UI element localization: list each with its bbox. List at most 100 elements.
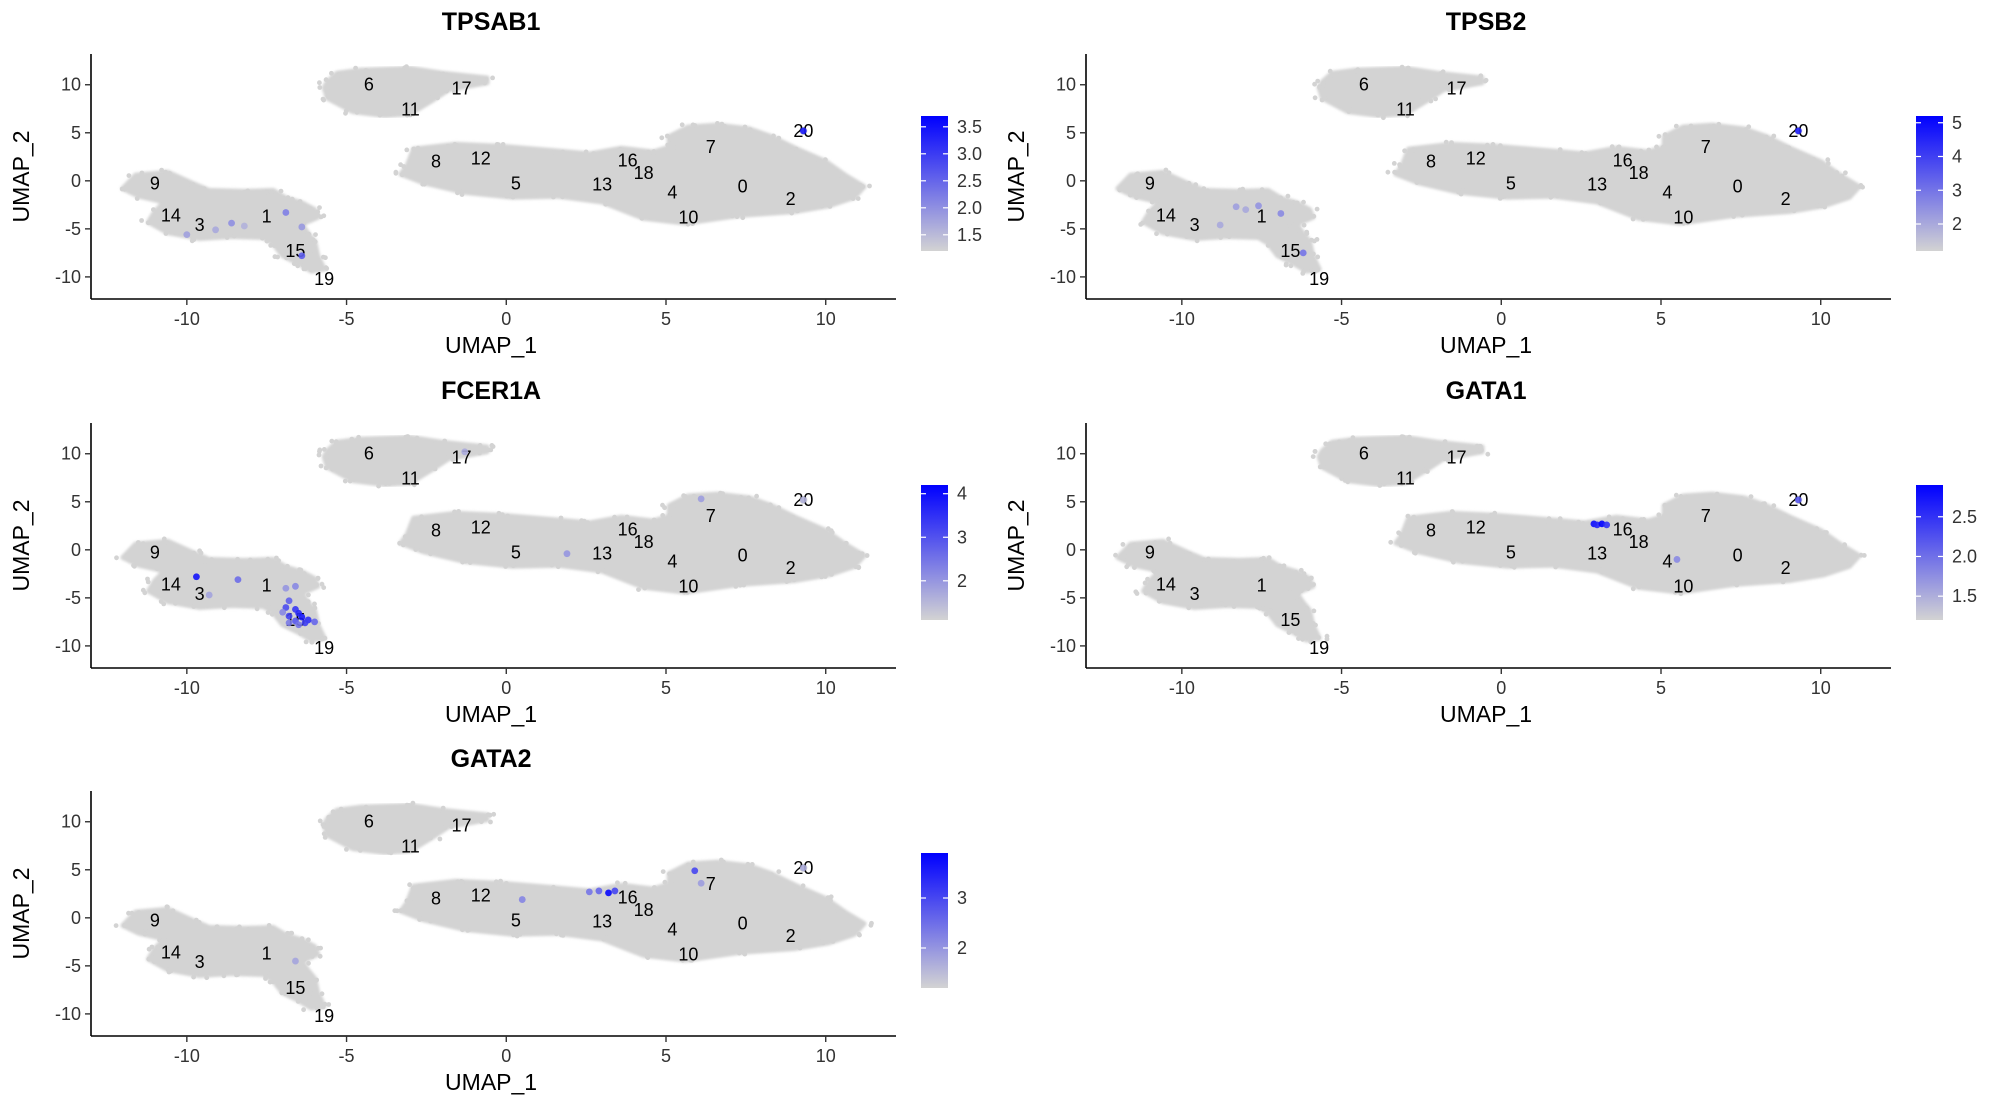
cell-point	[1816, 570, 1822, 576]
y-tick-label: 0	[1066, 540, 1076, 560]
cluster-label: 6	[364, 812, 374, 832]
cell-point	[1148, 580, 1154, 585]
legend-tick-label: 1.5	[957, 225, 982, 245]
cell-point	[479, 819, 484, 825]
cell-point	[1783, 207, 1788, 213]
cell-point	[1498, 563, 1503, 568]
cluster-label: 12	[471, 886, 491, 906]
cell-point	[449, 824, 454, 829]
cell-point	[1117, 187, 1123, 193]
cell-point	[1237, 187, 1243, 193]
cell-point	[1630, 586, 1636, 592]
y-axis-title: UMAP_2	[8, 130, 34, 222]
cell-point	[201, 186, 207, 192]
cell-point	[190, 182, 196, 188]
cell-point	[645, 955, 651, 960]
cell-point	[789, 518, 794, 523]
cell-point	[1673, 492, 1679, 498]
expressing-cell	[1216, 221, 1224, 229]
cell-point	[605, 201, 611, 206]
cell-point	[662, 879, 668, 885]
cell-point	[453, 142, 459, 148]
legend-tick-label: 3.0	[957, 144, 982, 164]
cell-point	[624, 516, 630, 522]
cell-point	[660, 502, 665, 508]
cell-point	[316, 265, 322, 271]
y-tick-label: 0	[71, 908, 81, 928]
cell-point	[1301, 222, 1307, 228]
cell-point	[1660, 144, 1666, 150]
panel-title: TPSB2	[1446, 8, 1527, 36]
cell-point	[1184, 551, 1190, 557]
cluster-label: 19	[314, 638, 334, 658]
cell-point	[1312, 449, 1318, 454]
cell-point	[505, 513, 511, 519]
cluster-label: 2	[786, 189, 796, 209]
cell-point	[825, 201, 830, 207]
cluster-label: 10	[678, 207, 698, 227]
cell-point	[1321, 464, 1327, 470]
cell-point	[224, 235, 230, 240]
cell-point	[1843, 193, 1848, 199]
y-tick-label: 0	[71, 171, 81, 191]
cell-point	[1258, 557, 1264, 562]
cluster-label: 6	[364, 444, 374, 464]
cell-point	[309, 578, 315, 584]
panel-title: TPSAB1	[442, 8, 541, 36]
cell-point	[349, 436, 355, 442]
cell-point	[274, 555, 279, 561]
cell-point	[511, 932, 516, 938]
cell-point	[1232, 559, 1237, 565]
cell-point	[1323, 441, 1329, 447]
cluster-label: 4	[667, 182, 677, 202]
cell-point	[737, 582, 743, 588]
x-tick-label: -5	[339, 678, 355, 698]
cell-point	[311, 991, 316, 997]
cell-point	[1583, 151, 1589, 156]
cell-point	[1132, 565, 1137, 570]
cluster-label: 16	[618, 520, 638, 540]
cell-point	[151, 959, 157, 964]
cell-point	[394, 908, 400, 914]
cell-point	[1377, 483, 1383, 488]
cell-point	[1656, 133, 1662, 139]
cell-point	[1791, 208, 1797, 214]
panel-title: FCER1A	[441, 377, 541, 405]
cell-point	[1822, 570, 1827, 576]
cluster-label: 13	[592, 912, 612, 932]
cell-point	[1317, 85, 1322, 90]
cell-point	[1127, 543, 1133, 549]
cluster-label: 4	[667, 919, 677, 939]
cell-point	[187, 918, 193, 924]
cell-point	[165, 197, 171, 203]
cluster-label: 19	[314, 269, 334, 289]
cell-point	[1485, 451, 1491, 457]
cell-point	[498, 878, 503, 884]
cell-point	[1672, 589, 1678, 595]
cell-point	[1435, 87, 1441, 92]
cell-point	[622, 880, 628, 886]
cell-point	[308, 267, 314, 273]
cell-point	[1392, 169, 1397, 175]
cluster-label: 17	[452, 79, 472, 99]
x-tick-label: 10	[816, 678, 836, 698]
cell-point	[298, 970, 304, 975]
cell-point	[311, 951, 316, 957]
cell-point	[1315, 254, 1321, 260]
cell-point	[416, 517, 421, 523]
y-tick-label: 0	[1066, 171, 1076, 191]
cell-point	[1296, 636, 1301, 641]
cell-point	[1489, 512, 1494, 518]
cell-point	[667, 871, 672, 877]
cell-point	[1458, 191, 1464, 197]
cell-point	[477, 450, 482, 456]
cell-point	[1206, 556, 1211, 562]
cell-point	[407, 480, 413, 486]
cell-point	[746, 495, 752, 501]
cell-point	[420, 916, 426, 922]
cell-point	[795, 208, 800, 214]
cell-point	[666, 515, 672, 521]
cell-point	[1405, 113, 1410, 119]
cell-point	[114, 555, 119, 561]
cell-point	[245, 927, 251, 932]
